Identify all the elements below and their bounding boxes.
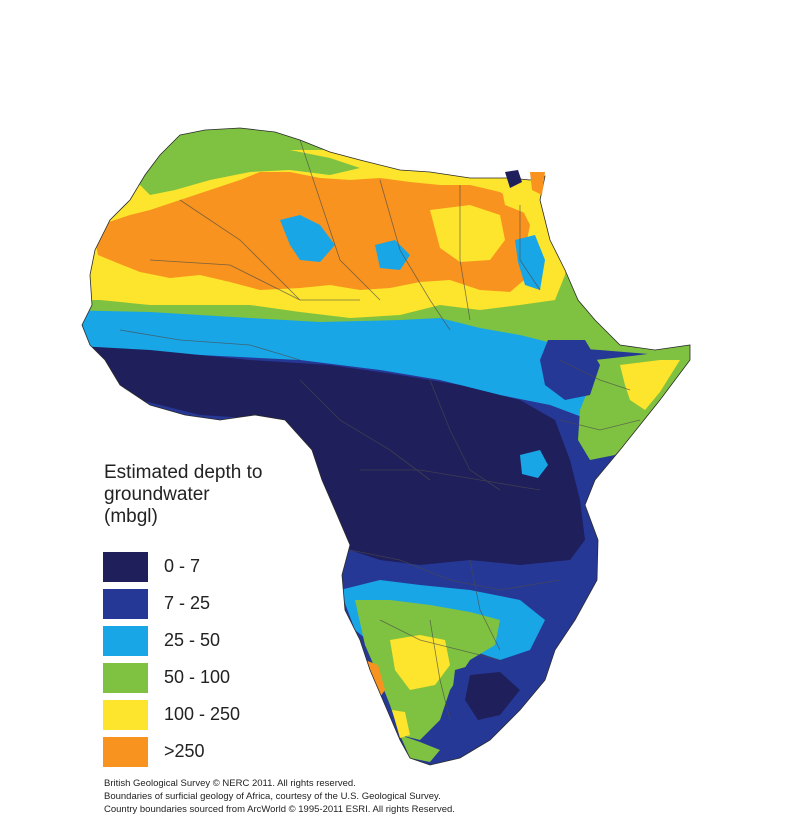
legend-swatch: [103, 551, 148, 582]
legend-label: 7 - 25: [164, 593, 211, 613]
legend-swatch: [103, 736, 148, 767]
zone-green-coast: [135, 140, 360, 195]
zone-yellow-libya: [430, 205, 505, 262]
legend-label: 100 - 250: [164, 704, 241, 724]
legend-item: 0 - 7: [103, 548, 303, 585]
legend-swatch: [103, 662, 148, 693]
legend-swatch: [103, 699, 148, 730]
legend-swatch: [103, 625, 148, 656]
legend-label: 0 - 7: [164, 556, 201, 576]
zone-cyan-sahel: [82, 310, 630, 420]
zone-cyan-tibesti: [375, 240, 410, 270]
legend-item: 25 - 50: [103, 622, 303, 659]
legend: 0 - 7 7 - 25 25 - 50 50 - 100 100 - 250 …: [103, 548, 303, 770]
zone-yellow-cape: [392, 710, 410, 738]
zone-yellow-egypt: [500, 180, 540, 215]
legend-label: >250: [164, 741, 205, 761]
credit-line-1: British Geological Survey © NERC 2011. A…: [104, 778, 356, 789]
credit-line-3: Country boundaries sourced from ArcWorld…: [104, 804, 455, 815]
legend-title-line-3: (mbgl): [104, 506, 158, 527]
zone-yellow-horn: [620, 360, 680, 410]
zone-cyan-hoggar: [280, 215, 335, 262]
legend-item: 7 - 25: [103, 585, 303, 622]
legend-item: >250: [103, 733, 303, 770]
nile-delta: [505, 170, 522, 188]
zone-dark-central: [82, 345, 585, 565]
zone-dark-southeast: [465, 672, 520, 720]
zone-green-cape: [400, 735, 440, 762]
legend-title: Estimated depth to groundwater (mbgl): [104, 462, 304, 528]
legend-label: 25 - 50: [164, 630, 221, 650]
legend-item: 50 - 100: [103, 659, 303, 696]
zone-cyan-nile: [515, 235, 545, 290]
legend-title-line-1: Estimated depth to: [104, 462, 263, 483]
credits: British Geological Survey © NERC 2011. A…: [104, 777, 455, 816]
credit-line-2: Boundaries of surficial geology of Afric…: [104, 791, 441, 802]
legend-item: 100 - 250: [103, 696, 303, 733]
legend-title-line-2: groundwater: [104, 484, 210, 505]
lake-victoria: [520, 450, 548, 478]
country-borders: [119, 139, 641, 721]
sinai-orange: [530, 172, 545, 195]
zone-blue-ethiopia: [540, 340, 600, 400]
legend-swatch: [103, 588, 148, 619]
legend-label: 50 - 100: [164, 667, 231, 687]
